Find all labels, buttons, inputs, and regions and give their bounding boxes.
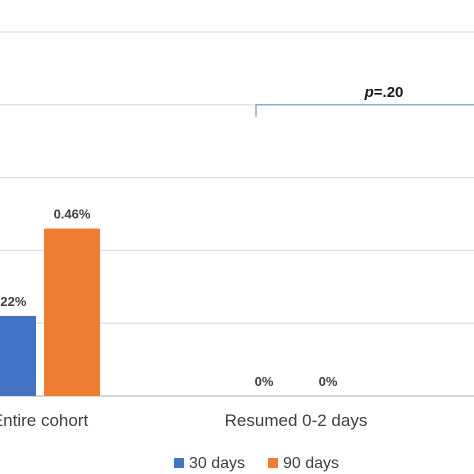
bar-30-days <box>0 315 36 396</box>
category-label: Entire cohort <box>0 411 88 430</box>
bars <box>0 228 100 396</box>
data-label: 0% <box>319 374 338 389</box>
category-label: Resumed 0-2 days <box>225 411 368 430</box>
data-label: 0.46% <box>54 207 91 222</box>
legend-swatch <box>174 458 184 468</box>
p-value-label: p=.20 <box>364 84 404 101</box>
data-label: 0% <box>255 374 274 389</box>
category-labels: Entire cohort Resumed 0-2 days <box>0 411 367 430</box>
data-label: 0.22% <box>0 294 27 309</box>
significance-brackets: p=.04p=.20 <box>255 84 474 117</box>
bar-90-days <box>44 228 100 396</box>
legend-label: 30 days <box>189 455 245 472</box>
legend-swatch <box>268 458 278 468</box>
legend: 30 days 90 days <box>174 455 339 472</box>
legend-label: 90 days <box>283 455 339 472</box>
bar-labels: 0.22% 0% 0.46% 0% <box>0 207 338 389</box>
significance-bracket <box>255 104 474 117</box>
